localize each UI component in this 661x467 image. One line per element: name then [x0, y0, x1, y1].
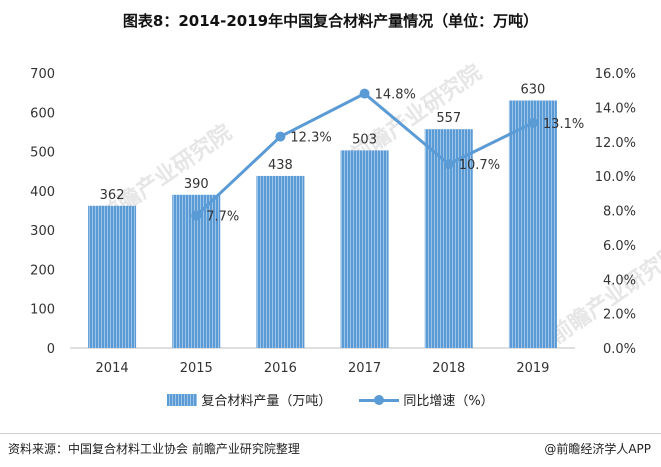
y-left-tick-label: 0: [47, 342, 55, 357]
bar-value-label: 390: [184, 177, 209, 192]
y-left-tick-label: 100: [30, 303, 55, 318]
watermark-text-3: 前瞻产业研究院: [545, 239, 661, 349]
y-right-tick-label: 4.0%: [603, 273, 636, 288]
bar-2016: [256, 175, 305, 348]
y-right-tick-label: 10.0%: [595, 170, 636, 185]
growth-point-2015: [191, 210, 202, 221]
legend-item-production: 复合材料产量（万吨）: [167, 390, 331, 409]
y-left-tick-label: 300: [30, 224, 55, 239]
growth-point-2018: [443, 159, 454, 170]
y-right-tick-label: 16.0%: [595, 67, 636, 82]
line-series: [191, 88, 538, 221]
source-note: 资料来源：中国复合材料工业协会 前瞻产业研究院整理: [8, 442, 300, 456]
growth-point-2017: [359, 88, 370, 99]
x-tick-label: 2015: [180, 361, 213, 376]
y-left-tick-label: 700: [30, 67, 55, 82]
chart-legend: 复合材料产量（万吨） 同比增速（%）: [0, 390, 661, 409]
footer: 资料来源：中国复合材料工业协会 前瞻产业研究院整理 @前瞻经济学人APP: [0, 433, 661, 467]
growth-rate-label: 7.7%: [206, 210, 239, 225]
legend-label-growth: 同比增速（%）: [403, 394, 494, 409]
x-tick-label: 2016: [264, 361, 297, 376]
data-labels: 362 390 438 503 557 630 7.7% 12.3% 14.8% 10.7% 13.…: [100, 83, 585, 225]
y-right-tick-label: 12.0%: [595, 136, 636, 151]
y-left-tick-label: 600: [30, 106, 55, 121]
y-left-tick-label: 200: [30, 263, 55, 278]
x-tick-label: 2014: [96, 361, 129, 376]
legend-item-growth: 同比增速（%）: [359, 390, 494, 409]
axes: 0 100 200 300 400 500 600 700 0.0% 2.0% 4.0% 6.0% 8.…: [30, 67, 636, 376]
bar-series: [88, 100, 557, 348]
bar-2019: [508, 100, 557, 348]
bar-2017: [340, 150, 389, 348]
bar-value-label: 557: [436, 111, 461, 126]
growth-point-2019: [527, 117, 538, 128]
growth-rate-label: 10.7%: [459, 158, 500, 173]
x-tick-label: 2017: [348, 361, 381, 376]
bar-value-label: 630: [521, 83, 546, 98]
bar-value-label: 438: [268, 158, 293, 173]
bar-value-label: 503: [352, 132, 377, 147]
legend-label-production: 复合材料产量（万吨）: [201, 394, 332, 409]
y-right-tick-label: 6.0%: [603, 239, 636, 254]
y-left-tick-label: 400: [30, 185, 55, 200]
legend-bar-swatch: [167, 393, 198, 406]
y-right-tick-label: 14.0%: [595, 101, 636, 116]
x-tick-label: 2018: [432, 361, 465, 376]
growth-rate-label: 13.1%: [543, 117, 584, 132]
y-right-tick-label: 2.0%: [603, 308, 636, 323]
growth-rate-label: 14.8%: [375, 88, 416, 103]
y-right-tick-label: 0.0%: [603, 342, 636, 357]
y-left-tick-label: 500: [30, 146, 55, 161]
growth-point-2016: [275, 131, 286, 142]
bar-value-label: 362: [100, 188, 125, 203]
bar-2014: [88, 205, 137, 348]
growth-rate-label: 12.3%: [290, 131, 331, 146]
x-tick-label: 2019: [516, 361, 549, 376]
legend-line-swatch: [359, 394, 400, 406]
brand-credit: @前瞻经济学人APP: [544, 442, 651, 456]
y-right-tick-label: 8.0%: [603, 205, 636, 220]
chart-title: 图表8：2014-2019年中国复合材料产量情况（单位：万吨）: [122, 12, 539, 30]
